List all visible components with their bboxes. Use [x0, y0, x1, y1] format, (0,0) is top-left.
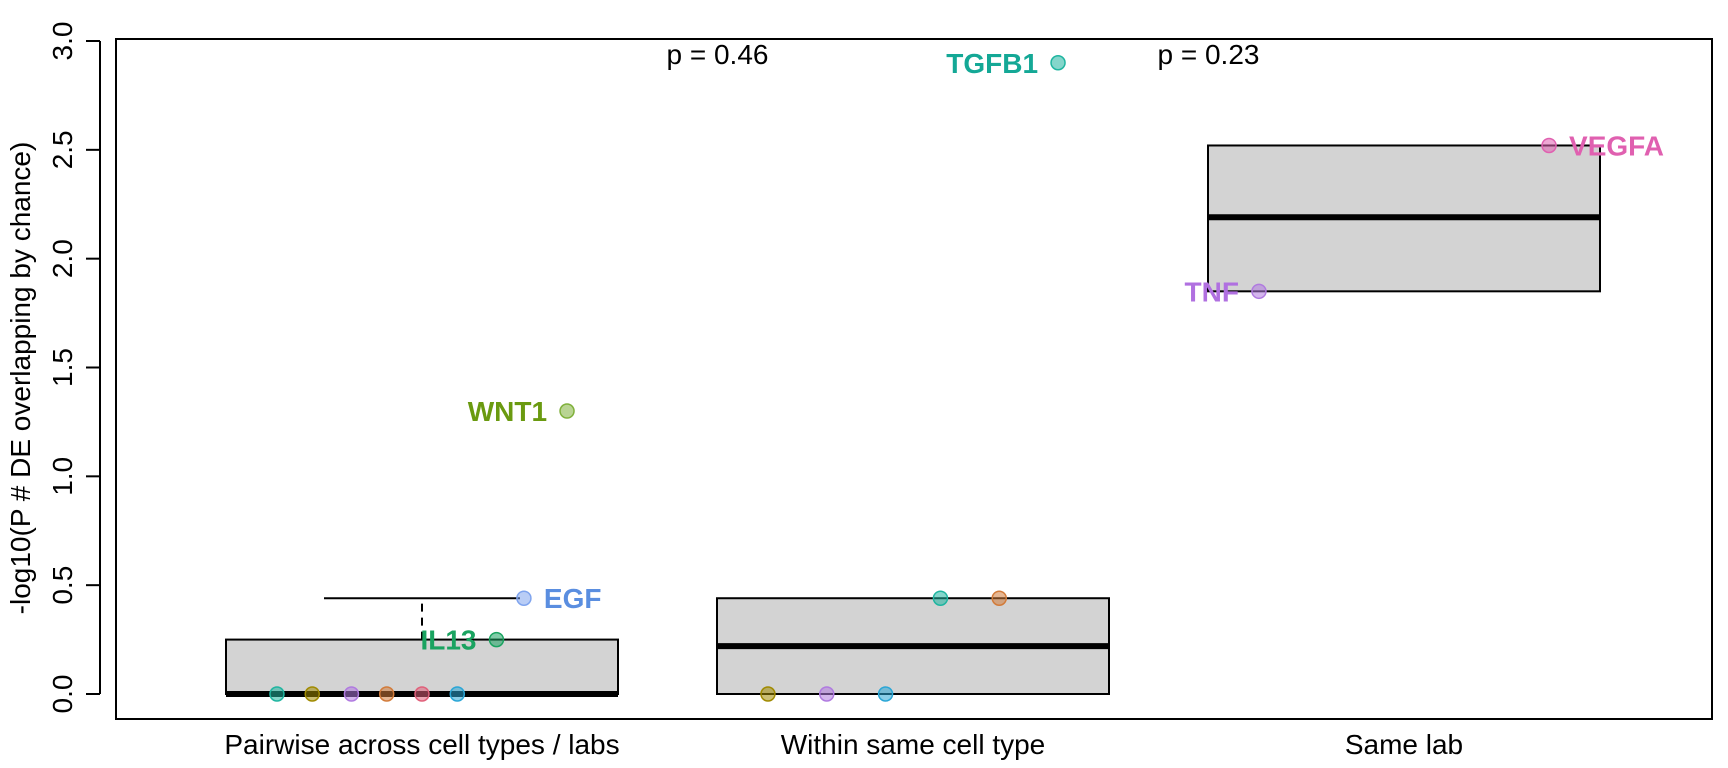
y-tick-label: 2.5	[47, 130, 78, 169]
box-0	[225, 597, 619, 697]
data-point	[488, 631, 505, 648]
data-point	[449, 686, 466, 702]
plot-frame	[115, 38, 1713, 720]
y-axis: 0.0 0.5 1.0 1.5 2.0 2.5 3.0	[47, 22, 101, 714]
y-tick-label: 1.0	[47, 457, 78, 496]
data-point	[516, 590, 532, 606]
point-label-il13: IL13	[420, 625, 476, 656]
data-point	[932, 590, 949, 606]
y-tick-label: 1.5	[47, 348, 78, 387]
point-label-tgfb1: TGFB1	[946, 48, 1038, 79]
data-point	[1251, 283, 1267, 300]
y-tick-label: 0.0	[47, 675, 78, 714]
y-axis-title: -log10(P # DE overlapping by chance)	[5, 142, 36, 615]
p-value-annotation: p = 0.23	[1158, 39, 1260, 70]
box-1	[716, 597, 1110, 696]
data-point	[991, 590, 1007, 606]
box-body	[225, 638, 619, 695]
annotations: p = 0.46 p = 0.23	[667, 39, 1260, 70]
y-tick-label: 0.5	[47, 566, 78, 605]
data-point	[877, 686, 894, 702]
point-label-wnt1: WNT1	[468, 396, 547, 427]
boxes	[225, 144, 1601, 697]
box-2	[1207, 144, 1601, 293]
data-point	[760, 686, 776, 702]
y-tick-label: 2.0	[47, 239, 78, 278]
data-point	[1541, 137, 1557, 154]
data-point	[269, 686, 285, 702]
data-point	[559, 403, 575, 419]
data-point	[343, 686, 360, 702]
point-label-egf: EGF	[544, 583, 602, 614]
data-point	[414, 686, 430, 702]
point-label-tnf: TNF	[1185, 276, 1239, 307]
data-point	[1050, 55, 1066, 71]
x-axis-categories: Pairwise across cell types / labs Within …	[224, 729, 1463, 760]
point-label-vegfa: VEGFA	[1569, 130, 1664, 161]
data-point	[304, 686, 320, 702]
x-category-label: Within same cell type	[781, 729, 1046, 760]
data-point	[378, 686, 395, 702]
x-category-label: Same lab	[1345, 729, 1463, 760]
y-tick-label: 3.0	[47, 22, 78, 61]
points: IL13 EGF WNT1 TGFB1 TNF VEGFA	[269, 48, 1664, 702]
data-point	[819, 686, 835, 702]
p-value-annotation: p = 0.46	[667, 39, 769, 70]
x-category-label: Pairwise across cell types / labs	[224, 729, 619, 760]
